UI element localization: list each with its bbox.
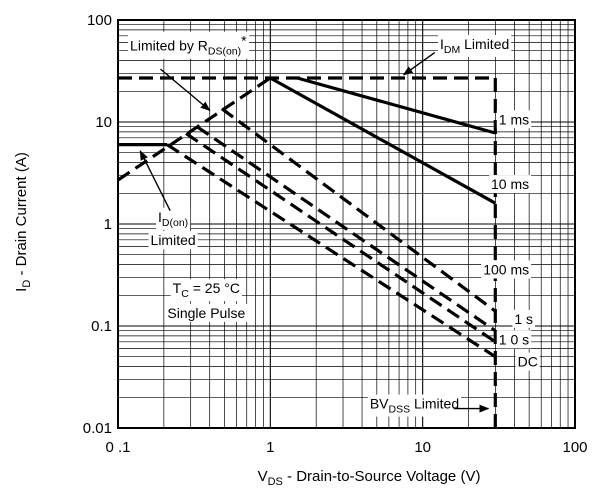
annotation-10ms-label: 10 ms: [489, 175, 532, 194]
svg-text:BVDSS Limited: BVDSS Limited: [370, 396, 459, 416]
annotation-1s-label: 1 s: [512, 309, 536, 328]
svg-text:1 ms: 1 ms: [499, 111, 529, 127]
annotation-10s-label: 1 0 s: [496, 330, 532, 349]
annotation-layer: Limited by RDS(on)* IDM Limited 1 ms 10 ms 1…: [128, 31, 540, 417]
x-tick-label: 1: [266, 439, 274, 456]
annotation-100ms-label: 100 ms: [481, 260, 532, 279]
y-tick-label: 100: [87, 12, 112, 29]
x-tick-label: 100: [562, 439, 587, 456]
series-rds-limit: [117, 76, 272, 182]
x-axis-label: VDS - Drain-to-Source Voltage (V): [258, 468, 481, 488]
annotation-tc-line2: Single Pulse: [165, 303, 248, 322]
x-tick-label: 10: [414, 439, 431, 456]
plot-frame: [117, 19, 576, 429]
svg-text:Limited by RDS(on)*: Limited by RDS(on)*: [130, 33, 247, 58]
svg-text:1 0 s: 1 0 s: [499, 331, 529, 347]
annotation-tc-line1: TC = 25 °C: [170, 279, 242, 302]
annotation-id-on-line1: ID(on): [156, 207, 191, 230]
svg-text:Single Pulse: Single Pulse: [167, 305, 245, 321]
series-dc: [166, 143, 497, 359]
annotation-bvdss-label: BVDSS Limited: [367, 394, 462, 417]
y-axis-label: ID - Drain Current (A): [13, 152, 33, 292]
svg-text:ID(on): ID(on): [158, 209, 188, 229]
y-tick-label: 1: [104, 216, 112, 233]
y-tick-label: 0.1: [91, 318, 112, 335]
annotation-id-on-line2: Limited: [148, 231, 198, 250]
rds-limit-pointer: [160, 68, 211, 112]
svg-text:IDM Limited: IDM Limited: [440, 36, 509, 56]
y-tick-label: 0.01: [83, 420, 112, 437]
annotation-1ms-label: 1 ms: [496, 110, 532, 129]
annotation-dc-label: DC: [515, 352, 540, 371]
svg-text:TC = 25 °C: TC = 25 °C: [173, 280, 240, 300]
x-tick-label: 0 .1: [105, 439, 130, 456]
series-1ms: [296, 76, 496, 135]
svg-text:1 s: 1 s: [514, 311, 533, 327]
series-1s: [196, 125, 497, 333]
svg-text:10 ms: 10 ms: [491, 176, 529, 192]
svg-text:Limited: Limited: [151, 232, 196, 248]
series-100ms: [220, 107, 497, 313]
annotation-idm-limited: IDM Limited: [438, 34, 512, 57]
series-10ms: [269, 76, 497, 205]
svg-text:DC: DC: [518, 354, 538, 370]
y-tick-label: 10: [95, 114, 112, 131]
svg-text:100 ms: 100 ms: [483, 261, 529, 277]
tick-labels: 0 .1 1 10 100 100 10 1 0.1 0.01: [83, 12, 588, 456]
series-layer: [117, 76, 497, 428]
annotation-limited-by-rds: Limited by RDS(on)*: [128, 31, 250, 59]
idm-limit-pointer: [402, 51, 436, 76]
id-on-limit-pointer: [139, 150, 171, 212]
